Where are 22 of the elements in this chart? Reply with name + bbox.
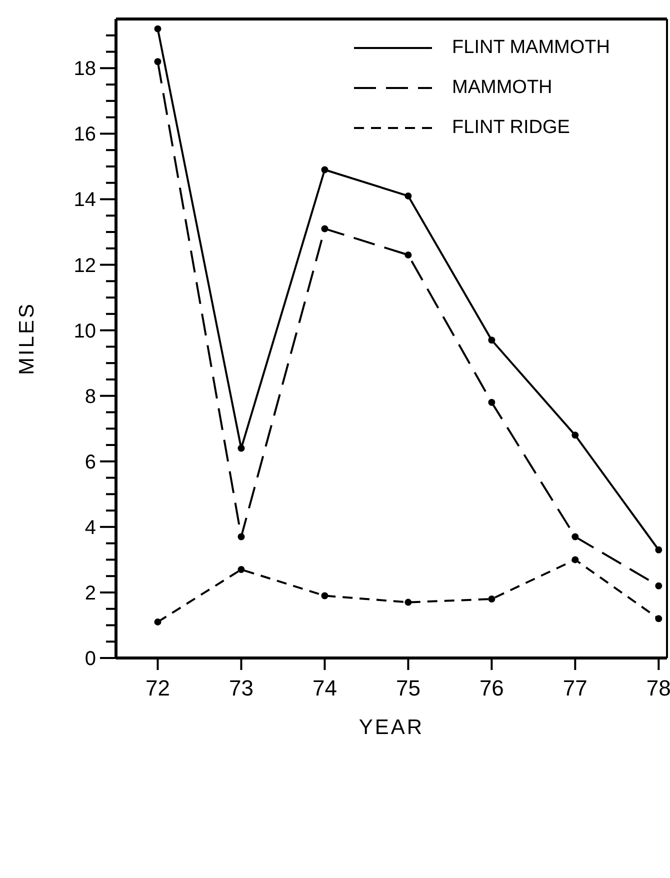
y-tick-label: 16 (74, 124, 96, 146)
x-tick-label: 72 (146, 676, 170, 701)
y-tick-label: 12 (74, 254, 96, 277)
x-tick-label: 77 (562, 676, 588, 701)
x-tick-label: 76 (479, 676, 504, 701)
legend-label: FLINT RIDGE (452, 117, 570, 139)
x-tick-label: 73 (228, 676, 254, 701)
y-tick-label: 8 (84, 386, 96, 408)
y-tick-label: 14 (74, 189, 96, 212)
y-axis-title: MILES (15, 302, 38, 376)
x-tick-label: 74 (312, 676, 337, 701)
y-tick-label: 0 (84, 648, 96, 670)
x-axis-title: YEAR (358, 716, 424, 739)
x-tick-label: 78 (646, 676, 670, 701)
x-tick-label: 75 (396, 676, 420, 701)
y-tick-label: 10 (74, 320, 96, 342)
y-tick-label: 18 (74, 58, 96, 80)
legend-label: FLINT MAMMOTH (452, 37, 610, 59)
y-tick-label: 6 (84, 451, 96, 474)
y-tick-label: 4 (84, 516, 96, 539)
legend-label: MAMMOTH (452, 77, 552, 99)
y-tick-label: 2 (84, 582, 96, 604)
